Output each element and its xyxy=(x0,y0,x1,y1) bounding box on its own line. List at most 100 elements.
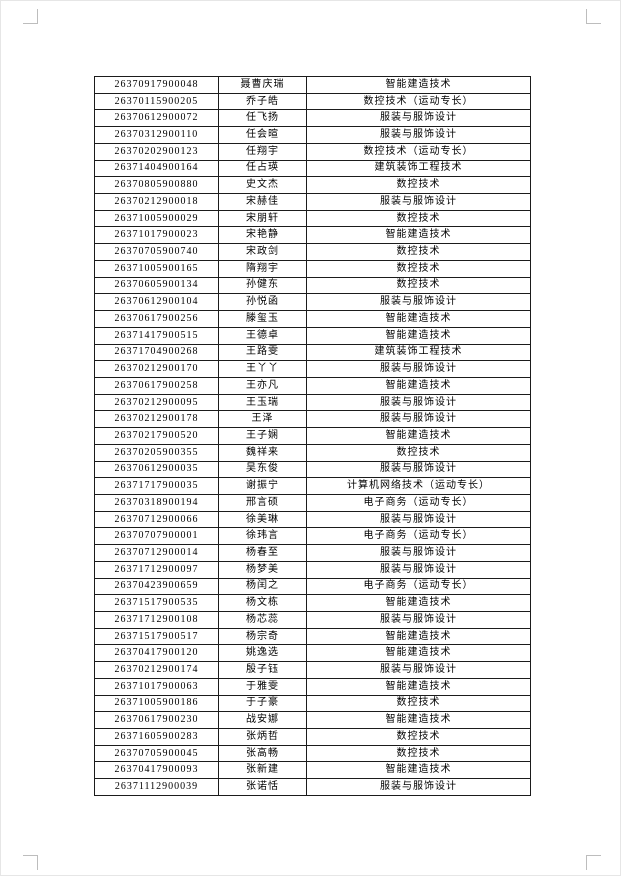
program-cell: 智能建造技术 xyxy=(306,761,531,780)
candidate-name-cell: 于子豪 xyxy=(218,694,307,713)
candidate-name-cell: 史文杰 xyxy=(218,176,307,195)
table-row: 26371005900165 隋翔宇 数控技术 xyxy=(94,259,531,278)
program-cell: 智能建造技术 xyxy=(306,310,531,328)
candidate-name-cell: 杨文栋 xyxy=(218,594,307,612)
candidate-roster-table: 26370917900048 聂曹庆瑞 智能建造技术 26370115900205 乔子… xyxy=(94,76,531,796)
table-row: 26370917900048 聂曹庆瑞 智能建造技术 xyxy=(94,76,531,94)
candidate-id-cell: 26370417900120 xyxy=(94,644,219,663)
table-row: 26370217900520 王子娴 智能建造技术 xyxy=(94,427,531,445)
candidate-name-cell: 王玉瑞 xyxy=(218,393,307,412)
candidate-name-cell: 徐美琳 xyxy=(218,510,307,529)
table-row: 26371017900023 宋艳静 智能建造技术 xyxy=(94,226,531,245)
table-row: 26371712900108 杨芯蕊 服装与服饰设计 xyxy=(94,611,531,629)
candidate-id-cell: 26370605900134 xyxy=(94,276,219,295)
candidate-name-cell: 宋艳静 xyxy=(218,226,307,245)
program-cell: 数控技术 xyxy=(306,243,531,261)
candidate-id-cell: 26370115900205 xyxy=(94,92,219,111)
table-row: 26371404900164 任占瑛 建筑装饰工程技术 xyxy=(94,159,531,178)
candidate-name-cell: 孙悦函 xyxy=(218,293,307,312)
program-cell: 服装与服饰设计 xyxy=(306,193,531,211)
candidate-id-cell: 26371717900035 xyxy=(94,477,219,495)
table-row: 26370612900035 吴东俊 服装与服饰设计 xyxy=(94,460,531,479)
candidate-name-cell: 任飞扬 xyxy=(218,109,307,128)
table-row: 26370318900194 邢言硕 电子商务（运动专长） xyxy=(94,493,531,512)
candidate-id-cell: 26371017900063 xyxy=(94,677,219,696)
candidate-name-cell: 于雅雯 xyxy=(218,677,307,696)
candidate-name-cell: 魏祥来 xyxy=(218,443,307,462)
program-cell: 智能建造技术 xyxy=(306,427,531,445)
candidate-id-cell: 26370805900880 xyxy=(94,176,219,195)
program-cell: 计算机网络技术（运动专长） xyxy=(306,477,531,495)
program-cell: 服装与服饰设计 xyxy=(306,611,531,629)
candidate-id-cell: 26371704900268 xyxy=(94,343,219,362)
candidate-id-cell: 26371005900186 xyxy=(94,694,219,713)
table-row: 26370423900659 杨闰之 电子商务（运动专长） xyxy=(94,577,531,596)
table-row: 26370605900134 孙健东 数控技术 xyxy=(94,276,531,295)
program-cell: 服装与服饰设计 xyxy=(306,778,531,796)
candidate-id-cell: 26370318900194 xyxy=(94,493,219,512)
candidate-id-cell: 26371417900515 xyxy=(94,326,219,345)
candidate-name-cell: 姚逸选 xyxy=(218,644,307,663)
table-row: 26371717900035 谢振宁 计算机网络技术（运动专长） xyxy=(94,477,531,495)
table-row: 26371417900515 王德卓 智能建造技术 xyxy=(94,326,531,345)
table-row: 26370205900355 魏祥来 数控技术 xyxy=(94,443,531,462)
candidate-name-cell: 孙健东 xyxy=(218,276,307,295)
table-row: 26370417900093 张新建 智能建造技术 xyxy=(94,761,531,780)
program-cell: 智能建造技术 xyxy=(306,711,531,730)
program-cell: 电子商务（运动专长） xyxy=(306,493,531,512)
candidate-name-cell: 杨宗奇 xyxy=(218,627,307,646)
candidate-name-cell: 隋翔宇 xyxy=(218,259,307,278)
candidate-id-cell: 26371712900097 xyxy=(94,560,219,579)
candidate-id-cell: 26370617900256 xyxy=(94,310,219,328)
crop-mark-top-left xyxy=(23,9,38,24)
candidate-name-cell: 邢言硕 xyxy=(218,493,307,512)
candidate-id-cell: 26370917900048 xyxy=(94,76,219,94)
program-cell: 智能建造技术 xyxy=(306,594,531,612)
table-row: 26370212900178 王泽 服装与服饰设计 xyxy=(94,410,531,429)
program-cell: 数控技术 xyxy=(306,176,531,195)
candidate-id-cell: 26370312900110 xyxy=(94,126,219,144)
program-cell: 建筑装饰工程技术 xyxy=(306,159,531,178)
candidate-name-cell: 王亦凡 xyxy=(218,376,307,395)
table-row: 26370617900230 战安娜 智能建造技术 xyxy=(94,711,531,730)
table-row: 26370712900066 徐美琳 服装与服饰设计 xyxy=(94,510,531,529)
table-row: 26371005900029 宋朋轩 数控技术 xyxy=(94,209,531,228)
table-row: 26370612900104 孙悦函 服装与服饰设计 xyxy=(94,293,531,312)
candidate-name-cell: 任翔宇 xyxy=(218,142,307,161)
candidate-name-cell: 滕玺玉 xyxy=(218,310,307,328)
program-cell: 数控技术 xyxy=(306,744,531,763)
program-cell: 智能建造技术 xyxy=(306,627,531,646)
candidate-id-cell: 26371517900517 xyxy=(94,627,219,646)
program-cell: 服装与服饰设计 xyxy=(306,126,531,144)
candidate-id-cell: 26370617900258 xyxy=(94,376,219,395)
table-row: 26370712900014 杨春至 服装与服饰设计 xyxy=(94,544,531,562)
candidate-name-cell: 张高畅 xyxy=(218,744,307,763)
candidate-name-cell: 王德卓 xyxy=(218,326,307,345)
candidate-id-cell: 26370712900066 xyxy=(94,510,219,529)
table-row: 26371517900517 杨宗奇 智能建造技术 xyxy=(94,627,531,646)
candidate-id-cell: 26370705900045 xyxy=(94,744,219,763)
candidate-name-cell: 聂曹庆瑞 xyxy=(218,76,307,94)
candidate-id-cell: 26370205900355 xyxy=(94,443,219,462)
program-cell: 智能建造技术 xyxy=(306,326,531,345)
table-row: 26370312900110 任会暄 服装与服饰设计 xyxy=(94,126,531,144)
candidate-id-cell: 26371005900029 xyxy=(94,209,219,228)
table-row: 26371017900063 于雅雯 智能建造技术 xyxy=(94,677,531,696)
table-row: 26370212900095 王玉瑞 服装与服饰设计 xyxy=(94,393,531,412)
program-cell: 智能建造技术 xyxy=(306,644,531,663)
table-row: 26370617900258 王亦凡 智能建造技术 xyxy=(94,376,531,395)
candidate-id-cell: 26370705900740 xyxy=(94,243,219,261)
candidate-name-cell: 宋赫佳 xyxy=(218,193,307,211)
candidate-name-cell: 杨春至 xyxy=(218,544,307,562)
table-row: 26371712900097 杨梦美 服装与服饰设计 xyxy=(94,560,531,579)
table-row: 26370417900120 姚逸选 智能建造技术 xyxy=(94,644,531,663)
program-cell: 数控技术 xyxy=(306,259,531,278)
program-cell: 服装与服饰设计 xyxy=(306,109,531,128)
program-cell: 智能建造技术 xyxy=(306,376,531,395)
candidate-id-cell: 26370612900035 xyxy=(94,460,219,479)
program-cell: 数控技术（运动专长） xyxy=(306,142,531,161)
table-row: 26371112900039 张诺恬 服装与服饰设计 xyxy=(94,778,531,796)
candidate-name-cell: 吴东俊 xyxy=(218,460,307,479)
candidate-name-cell: 徐玮言 xyxy=(218,527,307,546)
table-row: 26370212900170 王丫丫 服装与服饰设计 xyxy=(94,360,531,378)
